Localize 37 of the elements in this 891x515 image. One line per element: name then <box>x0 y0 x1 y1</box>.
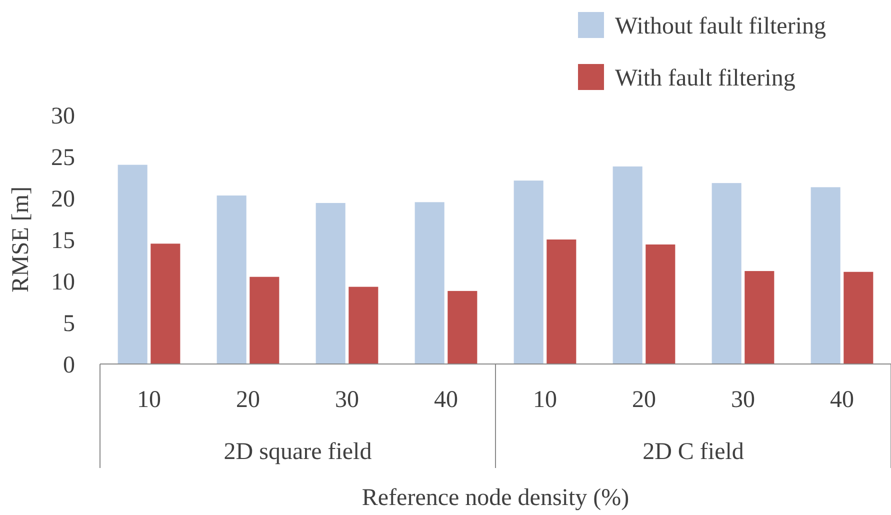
y-tick-label: 30 <box>51 103 75 130</box>
bar <box>712 183 742 364</box>
text: 2D square field <box>224 439 372 465</box>
x-axis-title: Reference node density (%) <box>362 485 630 511</box>
y-tick-label: 5 <box>63 310 75 337</box>
bar <box>810 187 840 364</box>
bar <box>316 202 346 364</box>
bar <box>348 286 378 364</box>
bar <box>118 164 148 364</box>
legend-label: With fault filtering <box>615 65 796 92</box>
bar <box>250 276 280 364</box>
bar <box>216 196 246 364</box>
y-tick-label: 25 <box>51 144 75 171</box>
bar <box>150 244 180 364</box>
y-tick-label: 15 <box>51 228 75 254</box>
text: 2D C field <box>642 439 744 465</box>
bar <box>414 202 444 364</box>
bar <box>448 290 478 364</box>
bar <box>546 240 576 364</box>
x-tick-label: 20 <box>236 387 260 413</box>
y-tick-label: 10 <box>51 269 75 296</box>
x-tick-label: 10 <box>137 387 162 413</box>
bar <box>514 180 544 364</box>
x-tick-label: 30 <box>730 387 755 413</box>
y-axis-title: RMSE [m] <box>8 186 34 293</box>
x-tick-label: 40 <box>830 387 854 413</box>
x-tick-label: 40 <box>434 387 458 413</box>
x-tick-label: 30 <box>335 387 359 413</box>
legend-label: Without fault filtering <box>615 13 826 40</box>
x-tick-label: 20 <box>632 387 656 413</box>
bar <box>612 166 642 364</box>
y-tick-label: 0 <box>63 352 75 378</box>
bar <box>844 272 874 364</box>
bar <box>744 271 774 364</box>
bar <box>646 244 676 364</box>
x-tick-label: 10 <box>533 387 557 413</box>
y-tick-label: 20 <box>51 186 75 212</box>
